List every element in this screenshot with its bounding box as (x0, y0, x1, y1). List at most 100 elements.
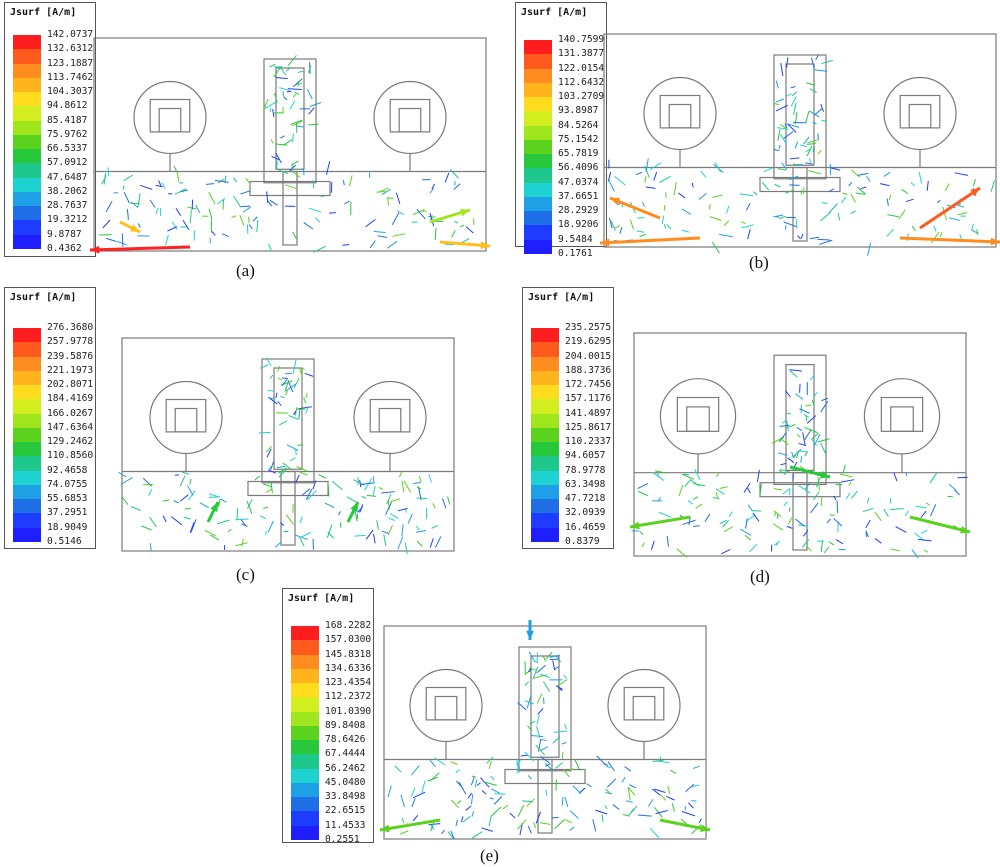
current-arrow (801, 539, 810, 548)
current-arrow (184, 507, 191, 510)
current-arrow (641, 542, 645, 548)
slot-inner (398, 107, 422, 133)
current-arrow (910, 182, 916, 187)
current-arrow (886, 198, 889, 206)
current-arrow (905, 471, 908, 477)
current-arrow (289, 457, 296, 462)
scale-swatch (531, 527, 559, 542)
current-arrow (308, 207, 322, 213)
current-arrow (848, 481, 852, 486)
current-arrow (647, 799, 654, 807)
scale-value: 45.0480 (325, 776, 366, 788)
current-arrow (569, 768, 574, 771)
scale-value: 134.6336 (325, 662, 372, 674)
current-arrow (410, 787, 416, 797)
current-arrow (808, 110, 820, 118)
current-arrow (273, 93, 278, 103)
arrow-head (630, 521, 640, 530)
current-arrow (619, 227, 623, 234)
current-arrow (121, 496, 129, 505)
current-arrow (793, 102, 797, 115)
current-arrow (120, 476, 133, 485)
current-arrow (296, 125, 304, 128)
current-arrow (364, 478, 373, 491)
current-arrow (895, 526, 907, 533)
current-arrow (828, 188, 835, 193)
current-arrow (214, 179, 229, 183)
arrow-head (210, 502, 218, 512)
current-arrow (429, 538, 434, 548)
current-arrow (411, 798, 416, 808)
current-arrow (749, 543, 758, 553)
scale-value: 78.9778 (565, 464, 606, 476)
peak-current-arrow (629, 515, 691, 529)
current-arrow (972, 178, 976, 187)
current-arrow (381, 188, 391, 195)
current-arrow (808, 170, 822, 175)
current-arrow (401, 817, 405, 824)
legend-d: Jsurf [A/m] 235.2575 219.6295 204.0015 188.… (522, 287, 614, 549)
current-arrow (564, 819, 573, 824)
slot-outline (676, 396, 720, 432)
current-arrow (222, 199, 224, 210)
current-arrow (723, 220, 730, 226)
current-arrow (605, 791, 613, 795)
current-arrow (797, 235, 801, 240)
arrow-head (380, 824, 390, 833)
circular-patch (643, 76, 717, 151)
current-arrow (278, 467, 287, 474)
current-arrow (280, 395, 285, 399)
current-arrow (775, 80, 779, 89)
current-arrow (652, 788, 661, 796)
current-arrow (246, 498, 253, 509)
current-arrow (275, 143, 288, 146)
current-arrow (645, 186, 656, 189)
current-arrow (429, 215, 436, 221)
current-arrow (401, 524, 404, 537)
scale-swatch (13, 120, 41, 135)
scale-swatch (13, 191, 41, 206)
current-arrow (833, 495, 837, 501)
current-arrow (474, 779, 478, 788)
current-arrow (372, 533, 376, 544)
scale-swatch (13, 427, 41, 442)
slot-inner (668, 103, 692, 129)
circular-patch (353, 380, 427, 455)
current-arrow (346, 496, 357, 503)
current-arrow (642, 201, 645, 207)
current-arrow (795, 111, 798, 125)
current-arrow (105, 200, 113, 213)
current-arrow (752, 510, 762, 512)
current-arrow (808, 158, 812, 163)
scale-value: 47.7218 (565, 493, 606, 504)
scale-value: 67.4444 (325, 748, 366, 760)
current-arrow (554, 666, 559, 670)
current-arrow (293, 410, 297, 416)
current-arrow (407, 513, 413, 524)
current-arrow (821, 397, 829, 402)
current-arrow (777, 129, 781, 141)
current-arrow (447, 496, 451, 505)
color-scale (524, 40, 552, 254)
current-arrow (122, 185, 125, 190)
current-arrow (828, 541, 835, 546)
scale-swatch (13, 356, 41, 371)
current-arrow (303, 222, 314, 230)
current-arrow (536, 714, 540, 725)
current-arrow (773, 488, 783, 491)
stub-slot (785, 363, 815, 471)
current-arrow (719, 519, 727, 525)
current-arrow (529, 720, 536, 725)
current-arrow (378, 487, 384, 490)
legend-title: Jsurf [A/m] (528, 292, 595, 303)
scale-value: 0.2551 (325, 833, 360, 845)
current-arrow (281, 379, 288, 387)
current-arrow (798, 442, 807, 447)
current-arrow (788, 123, 799, 128)
current-arrow (248, 216, 250, 224)
current-arrow (561, 741, 567, 745)
current-arrow (305, 488, 313, 500)
current-arrow (262, 98, 269, 111)
current-arrow (806, 545, 812, 552)
current-arrow (420, 210, 427, 212)
